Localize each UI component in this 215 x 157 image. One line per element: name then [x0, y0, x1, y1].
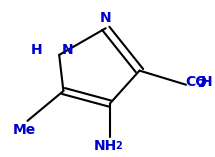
Text: H: H [31, 43, 42, 57]
Text: 2: 2 [198, 79, 204, 89]
Text: CO: CO [185, 75, 207, 89]
Text: NH: NH [94, 139, 117, 153]
Text: 2: 2 [115, 141, 122, 151]
Text: H: H [201, 75, 213, 89]
Text: Me: Me [13, 123, 36, 137]
Text: N: N [100, 11, 112, 25]
Text: N: N [61, 43, 73, 57]
